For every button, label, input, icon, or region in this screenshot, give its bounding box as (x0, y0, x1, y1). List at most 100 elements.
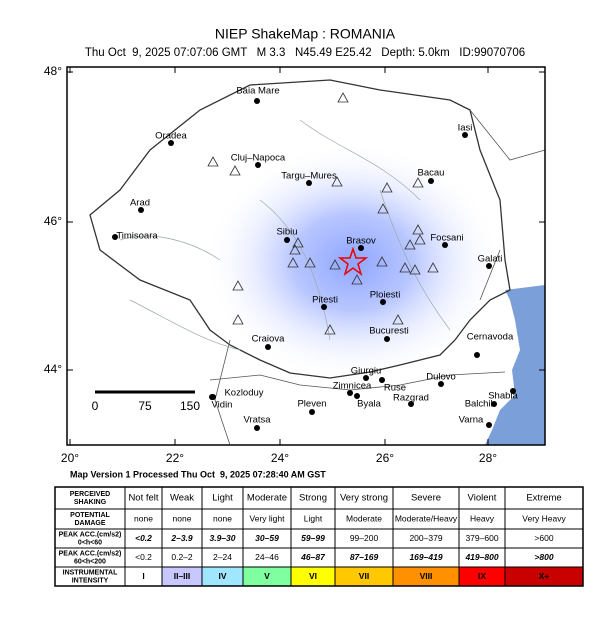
map: Baia Mare Oradea Cluj–Napoca Targu–Mures Ias… (66, 66, 546, 446)
legend-value: Not felt (128, 493, 158, 504)
legend-row-label: INSTRUMENTAL (63, 569, 118, 576)
city-label: Targu–Mures (281, 171, 337, 182)
legend-row-label: INTENSITY (72, 577, 109, 584)
station (331, 176, 343, 187)
city-label: Brasov (346, 236, 376, 247)
legend-value: IX (478, 571, 486, 581)
city-label: Vidin (212, 400, 233, 411)
legend-frame (54, 486, 584, 587)
city-label: Pleven (297, 399, 326, 410)
city-label: Kozloduy (224, 388, 263, 399)
lon-label: 22° (166, 451, 184, 465)
legend-value: Moderate (346, 513, 382, 523)
city-dot (408, 401, 414, 407)
city-dot (363, 375, 369, 381)
map-frame (66, 66, 546, 446)
legend-value: >800 (534, 552, 553, 562)
city-dot (474, 352, 480, 358)
station (329, 259, 341, 270)
city-dot (306, 180, 312, 186)
legend-value: none (134, 513, 153, 523)
scale-label: 75 (138, 399, 152, 413)
lon-label: 24° (271, 451, 289, 465)
legend-value: none (173, 513, 192, 523)
legend-value: Light (212, 493, 233, 504)
city-dot (284, 237, 290, 243)
legend-row-label: POTENTIAL (70, 512, 110, 519)
legend-value: 379–600 (465, 533, 498, 543)
scale-label: 0 (92, 399, 99, 413)
city-dot (384, 336, 390, 342)
legend-value: 99–200 (350, 533, 379, 543)
city-dot (309, 409, 315, 415)
legend-value: VIII (420, 571, 433, 581)
legend-value: 46–87 (300, 552, 326, 562)
legend-value: II–III (174, 571, 191, 581)
city-label: Arad (130, 198, 150, 209)
title: NIEP ShakeMap : ROMANIA (215, 26, 396, 42)
station (304, 257, 316, 268)
city-label: Varna (459, 415, 484, 426)
black-sea (485, 285, 545, 445)
city-dot (379, 377, 385, 383)
station (229, 165, 241, 176)
station (377, 203, 389, 214)
city-dot (347, 390, 353, 396)
city-dot (491, 401, 497, 407)
city-dot (438, 381, 444, 387)
city-label: Bucuresti (369, 326, 409, 337)
city-label: Vratsa (243, 415, 271, 426)
legend-value: Moderate/Heavy (395, 513, 458, 523)
legend-value: Extreme (526, 493, 561, 504)
station (392, 314, 404, 325)
epicenter (337, 246, 369, 276)
city-dot (138, 207, 144, 213)
station (289, 244, 301, 255)
legend-value: I (142, 571, 144, 581)
city-label: Timisoara (116, 231, 158, 242)
station (324, 324, 336, 335)
city-label: Ploiesti (370, 290, 401, 301)
legend-value: Heavy (470, 513, 495, 523)
legend-value: Very strong (340, 493, 388, 504)
footer: Map Version 1 Processed Thu Oct 9, 2025 … (70, 469, 326, 479)
station (414, 234, 426, 245)
city-dot (486, 263, 492, 269)
rivers (119, 119, 451, 351)
legend-value: <0.2 (135, 533, 152, 543)
lon-label: 28° (479, 451, 497, 465)
legend-row-label: PEAK ACC.(cm/s2) (59, 531, 122, 538)
legend-value: Severe (411, 493, 441, 504)
city-dot (428, 178, 434, 184)
city-label: Oradea (155, 131, 187, 142)
city-dot (255, 162, 261, 168)
legend-value: 59–99 (301, 533, 325, 543)
legend-row-label: DAMAGE (74, 520, 105, 527)
city-dot (112, 234, 118, 240)
city-label: Galati (478, 254, 503, 265)
city-dot (265, 344, 271, 350)
city-label: Zimnicea (333, 381, 372, 392)
legend-value: Very light (250, 513, 286, 523)
legend-value: 2–3.9 (170, 533, 193, 543)
lat-label: 44° (44, 362, 62, 376)
city-dot (358, 245, 364, 251)
station (376, 256, 388, 267)
legend-value: <0.2 (135, 552, 152, 562)
station (399, 262, 411, 273)
legend-row-label: SHAKING (74, 499, 107, 506)
city-label: Ruse (384, 383, 406, 394)
axes: 48° 46° 44° 20° 22° 24° 26° 28° 0 75 150 (44, 64, 545, 465)
country-border (89, 79, 511, 379)
station (232, 280, 244, 291)
legend-value: Moderate (247, 493, 287, 504)
city-label: Cernavoda (467, 332, 514, 343)
legend-value: Weak (170, 493, 194, 504)
legend-value: 24–46 (255, 552, 279, 562)
shaking-area (203, 142, 503, 382)
lat-label: 48° (44, 64, 62, 78)
station (412, 224, 424, 235)
city-dot (321, 304, 327, 310)
